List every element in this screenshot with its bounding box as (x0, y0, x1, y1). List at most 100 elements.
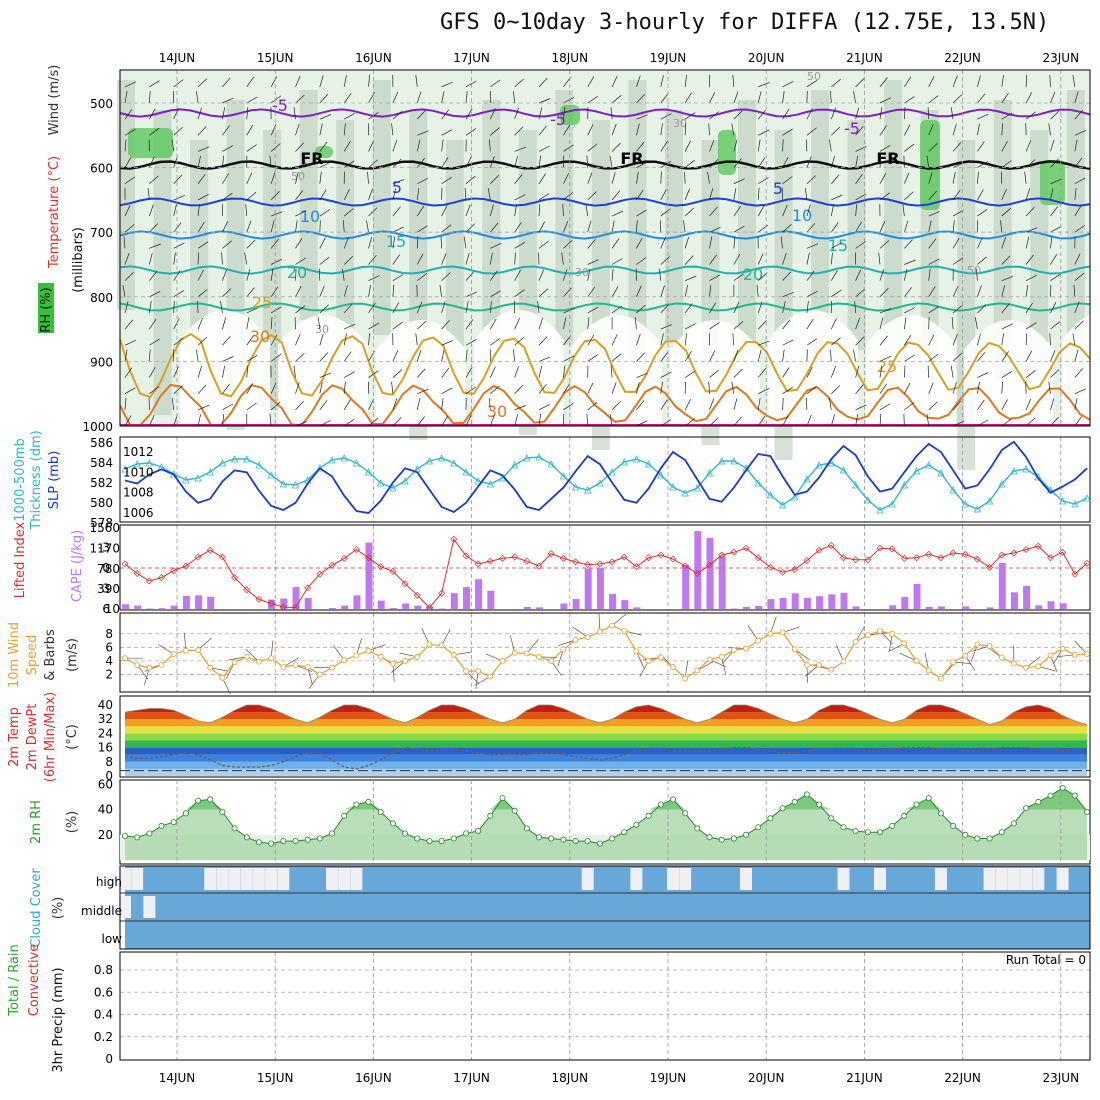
wind-barb-60-650 (855, 193, 867, 201)
rh2m-marker-37 (572, 838, 579, 845)
sfc-wind-barb-57 (804, 664, 820, 677)
wind-barb-68-575 (952, 142, 962, 152)
wind-barb-60-500 (853, 91, 856, 104)
wind10m-ylabel-2: Speed (25, 635, 40, 676)
wind-barb-78-875 (1072, 333, 1076, 346)
wind-barb-44-925 (660, 371, 672, 378)
wind-barb-70-675 (977, 208, 988, 217)
wind-speed-marker-16 (316, 671, 323, 678)
wind-barb-52-600 (757, 157, 766, 168)
wind-barb-22-550 (391, 123, 394, 136)
wind-barb-50-975 (733, 398, 738, 410)
wind-barb-54-750 (782, 252, 787, 265)
wind-barb-62-825 (879, 308, 892, 314)
wind-speed-marker-18 (341, 657, 348, 664)
wind-barb-2-825 (149, 301, 152, 314)
slp-ylabel: SLP (mb) (47, 451, 62, 510)
rh-ylabel-box (38, 283, 54, 333)
contour-label-0: -5 (272, 96, 288, 115)
sfc-wind-barb-75 (1038, 665, 1056, 672)
rh2m-marker-48 (706, 834, 713, 841)
wind-barb-32-600 (514, 155, 518, 168)
wind-barb-70-550 (977, 123, 980, 136)
li-marker-24 (413, 591, 421, 599)
wind-barb-32-500 (513, 91, 516, 104)
thickness-marker-38 (584, 486, 592, 494)
wind-barb-64-500 (904, 96, 915, 104)
wind-barb-48-750 (709, 254, 717, 265)
wind-barb-14-825 (295, 305, 306, 314)
contour-label-2: -5 (844, 119, 860, 138)
wind-barb-16-625 (319, 171, 322, 184)
contour-label-6: 5 (392, 178, 402, 197)
pressure-tick-700: 700 (90, 226, 113, 240)
wind-speed-marker-4 (170, 651, 177, 657)
wind-barb-26-775 (441, 272, 451, 281)
wind-barb-10-500 (246, 96, 258, 104)
cape-bar-26 (438, 608, 446, 609)
precip-frame (119, 951, 1091, 1061)
wind-barb-30-575 (488, 139, 491, 152)
cape-bar-27 (450, 593, 458, 609)
contour-label-9: 10 (792, 206, 812, 225)
wind-speed-marker-8 (219, 674, 226, 681)
cloud-high-gap-45 (667, 868, 679, 890)
wind-barb-26-900 (441, 349, 445, 362)
thickness-marker-8 (218, 459, 227, 467)
wind-barb-42-600 (636, 161, 648, 168)
sfc-wind-barb-8 (222, 677, 231, 695)
li-marker-36 (559, 554, 567, 562)
cape-bar-39 (596, 567, 604, 609)
li-marker-19 (352, 546, 360, 554)
cloud-high-gap-7 (204, 868, 217, 890)
wind-barb-58-650 (831, 194, 843, 201)
bottom-date-label-9: 23JUN (1043, 1071, 1080, 1085)
li-marker-52 (754, 554, 762, 562)
wind-barb-22-650 (392, 188, 397, 200)
sfc-wind-barb-25 (421, 628, 430, 645)
wind-barb-66-1000 (926, 414, 930, 427)
thickness-marker-52 (754, 479, 762, 487)
wind-barb-42-875 (636, 333, 641, 346)
wind-barb-78-600 (1074, 157, 1083, 168)
wind-speed-marker-76 (1047, 652, 1054, 659)
wind-barb-42-675 (636, 209, 647, 217)
wind-barb-36-725 (563, 239, 573, 249)
wind-barb-22-725 (392, 236, 396, 249)
wind-barb-68-725 (952, 237, 960, 249)
sfc-wind-barb-6 (197, 637, 212, 651)
wind-speed-marker-3 (158, 662, 165, 668)
wind-barb-38-825 (587, 306, 599, 314)
wind-barb-18-850 (344, 323, 356, 330)
wind-barb-10-750 (244, 252, 248, 265)
wind-barb-20-825 (368, 302, 376, 314)
wind-barb-56-825 (806, 300, 809, 313)
slp-tick-1: 1010 (123, 465, 154, 479)
wind-barb-24-675 (416, 205, 425, 217)
wind-speed-marker-61 (864, 632, 871, 638)
wind-barb-32-650 (514, 194, 526, 201)
cloud-tick-low: low (102, 932, 123, 946)
wind-barb-0-800 (122, 284, 126, 297)
wind-barb-46-700 (683, 220, 686, 233)
wind-barb-12-575 (270, 143, 281, 152)
rh2m-marker-19 (353, 801, 360, 808)
wind-barb-24-875 (415, 333, 418, 346)
cape-bar-59 (840, 592, 848, 609)
wind-barb-40-750 (611, 258, 623, 265)
wind-barb-48-975 (709, 398, 715, 410)
rh2m-marker-15 (304, 836, 311, 843)
wind-barb-60-800 (855, 288, 866, 298)
pressure-tick-800: 800 (90, 291, 113, 305)
wind-barb-74-775 (1025, 274, 1037, 281)
wind-speed-marker-23 (402, 658, 409, 664)
top-date-label-1: 15JUN (257, 51, 294, 65)
thickness-ylabel-2: Thickness (dm) (29, 430, 44, 530)
wind-barb-42-950 (636, 382, 640, 394)
wind-barb-72-850 (1001, 323, 1013, 330)
wind-barb-46-525 (684, 112, 696, 120)
thickness-marker-12 (267, 471, 275, 479)
wind-speed-marker-0 (122, 655, 128, 662)
temp-tick-0: 40 (98, 698, 113, 712)
temp-band-7 (125, 719, 1087, 727)
